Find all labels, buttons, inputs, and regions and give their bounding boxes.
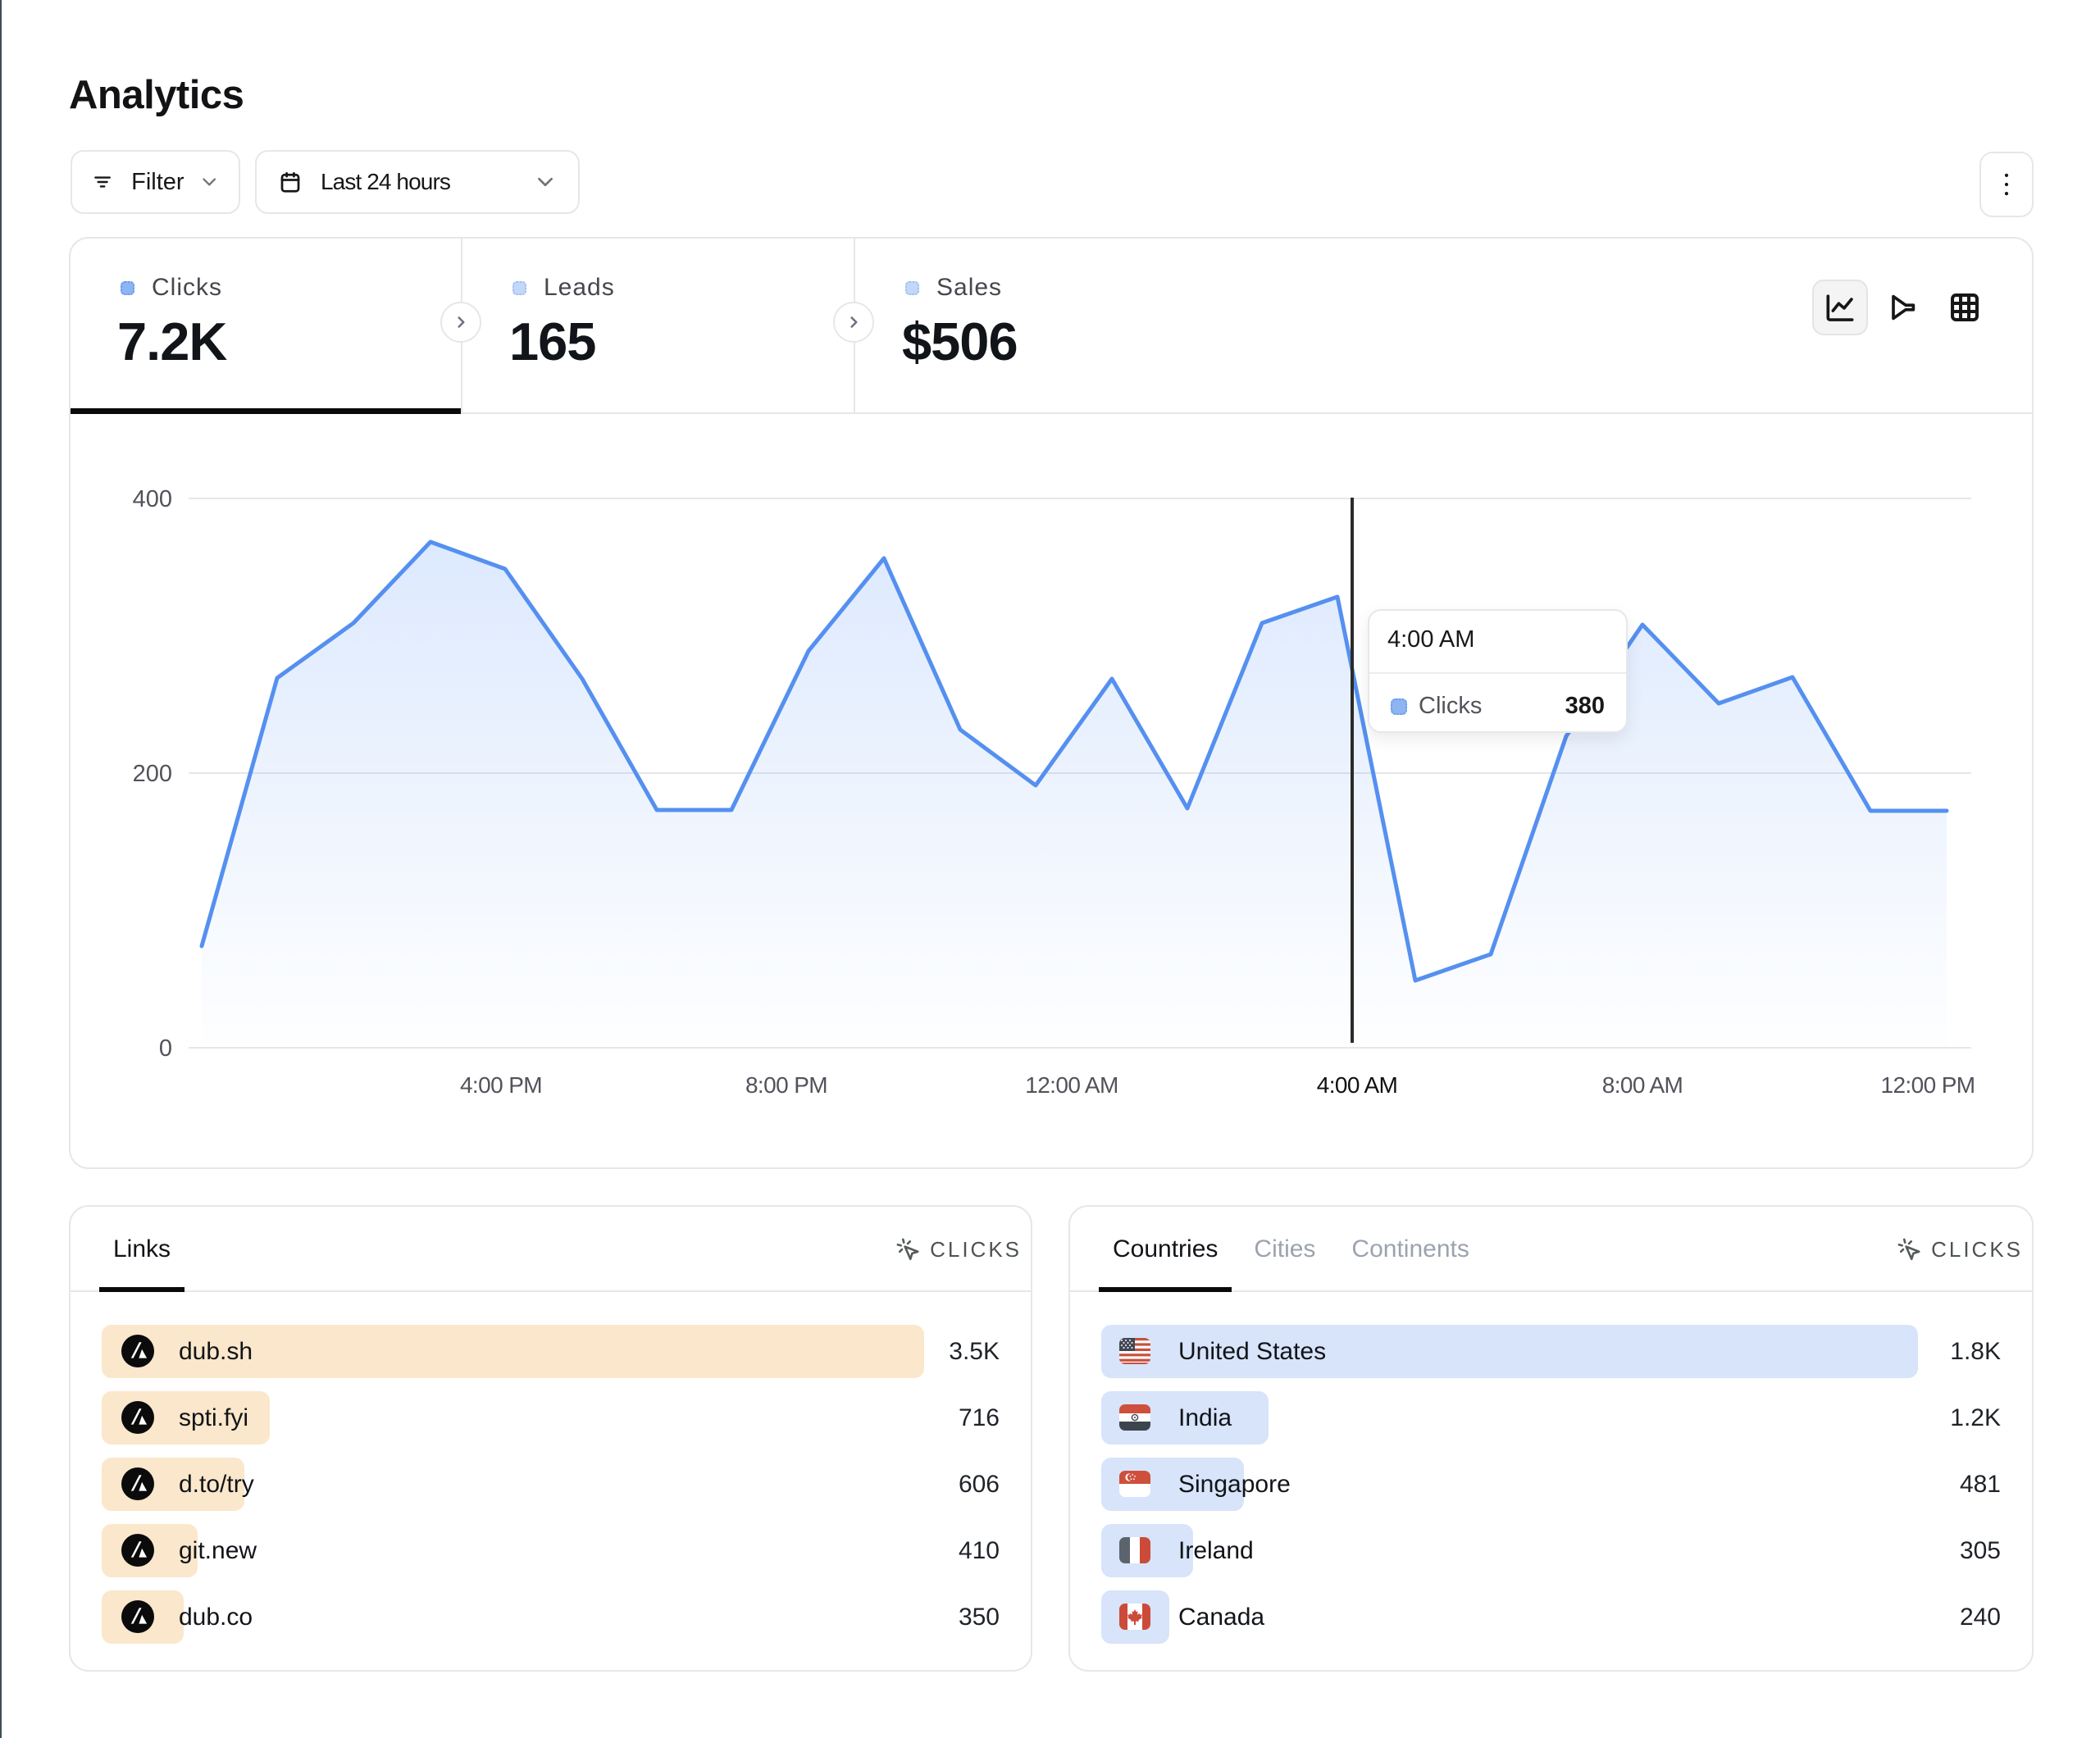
svg-text:400: 400 [133,486,172,512]
svg-text:12:00 AM: 12:00 AM [1025,1072,1118,1098]
svg-text:200: 200 [133,761,172,787]
svg-text:12:00 PM: 12:00 PM [1880,1072,1975,1098]
svg-text:0: 0 [159,1035,172,1062]
svg-text:8:00 PM: 8:00 PM [745,1072,827,1098]
svg-text:4:00 AM: 4:00 AM [1317,1072,1398,1098]
svg-text:4:00 PM: 4:00 PM [460,1072,542,1098]
svg-text:8:00 AM: 8:00 AM [1602,1072,1683,1098]
